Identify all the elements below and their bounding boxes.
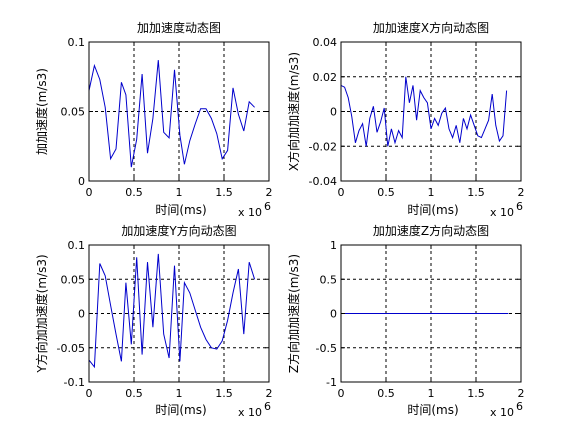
y-tick-label: 0.1 xyxy=(68,36,86,49)
x-tick-label: 0.5 xyxy=(377,387,395,400)
x-tick-label: 0.5 xyxy=(125,186,143,199)
y-tick-label: 0.02 xyxy=(313,71,338,84)
y-axis-label: 加加速度(m/s3) xyxy=(34,68,49,155)
x-tick-label: 2 xyxy=(266,186,273,199)
x-tick-label: 0.5 xyxy=(125,387,143,400)
y-tick-label: 0 xyxy=(78,175,85,188)
subplot-3: 0 0.5 1 1.5 2 -0.1 -0.05 0 0.05 0.1 加加速度Y方向动态图时间(m… xyxy=(34,223,273,419)
x-multiplier-label: x 10 xyxy=(490,206,514,219)
subplot-2: 0 0.5 1 1.5 2 -0.04 -0.02 0 0.02 0.04 加加速度X方向动态图时间… xyxy=(286,20,525,219)
x-tick-label: 2 xyxy=(518,387,525,400)
subplot-title: 加加速度Y方向动态图 xyxy=(121,223,236,238)
x-tick-label: 1.5 xyxy=(215,387,233,400)
x-exponent-label: 6 xyxy=(516,200,523,213)
x-tick-label: 0 xyxy=(338,186,345,199)
x-tick-label: 1 xyxy=(176,186,183,199)
x-tick-label: 1 xyxy=(176,387,183,400)
x-multiplier-label: x 10 xyxy=(238,206,262,219)
x-exponent-label: 6 xyxy=(264,200,271,213)
y-tick-label: 0.5 xyxy=(320,273,338,286)
x-exponent-label: 6 xyxy=(516,400,523,413)
x-axis-label: 时间(ms) xyxy=(155,403,206,417)
series-line xyxy=(88,60,255,168)
subplot-title: 加加速度动态图 xyxy=(137,20,221,35)
x-multiplier-label: x 10 xyxy=(238,406,262,419)
x-axis-label: 时间(ms) xyxy=(155,203,206,217)
x-tick-label: 2 xyxy=(266,387,273,400)
y-tick-label: 0.05 xyxy=(61,273,86,286)
x-tick-label: 2 xyxy=(518,186,525,199)
x-tick-label: 1.5 xyxy=(215,186,233,199)
y-axis-label: Z方向加加速度(m/s3) xyxy=(286,254,301,373)
y-tick-label: -0.04 xyxy=(309,175,337,188)
y-tick-label: -0.5 xyxy=(316,342,337,355)
y-tick-label: 0.1 xyxy=(68,239,86,252)
subplot-title: 加加速度Z方向动态图 xyxy=(373,223,489,238)
x-axis-label: 时间(ms) xyxy=(407,403,458,417)
x-tick-label: 1 xyxy=(428,186,435,199)
series-line xyxy=(340,76,508,147)
y-tick-label: 0 xyxy=(330,308,337,321)
subplot-title: 加加速度X方向动态图 xyxy=(373,20,489,35)
y-tick-label: -1 xyxy=(326,376,337,389)
x-tick-label: 0 xyxy=(338,387,345,400)
x-multiplier-label: x 10 xyxy=(490,406,514,419)
x-tick-label: 1.5 xyxy=(467,186,485,199)
y-axis-label: Y方向加加速度(m/s3) xyxy=(34,254,49,373)
y-tick-label: 0 xyxy=(330,106,337,119)
series-line xyxy=(88,253,256,369)
y-tick-label: 1 xyxy=(330,239,337,252)
y-axis-label: X方向加加速度(m/s3) xyxy=(286,52,301,171)
y-tick-label: -0.1 xyxy=(64,376,85,389)
y-tick-label: -0.05 xyxy=(57,342,85,355)
y-tick-label: 0.05 xyxy=(61,106,86,119)
x-tick-label: 0 xyxy=(86,387,93,400)
y-tick-label: 0 xyxy=(78,308,85,321)
x-tick-label: 1 xyxy=(428,387,435,400)
x-tick-label: 0 xyxy=(86,186,93,199)
x-axis-label: 时间(ms) xyxy=(407,203,458,217)
y-tick-label: -0.02 xyxy=(309,140,337,153)
x-tick-label: 1.5 xyxy=(467,387,485,400)
x-exponent-label: 6 xyxy=(264,400,271,413)
x-tick-label: 0.5 xyxy=(377,186,395,199)
y-tick-label: 0.04 xyxy=(313,36,338,49)
